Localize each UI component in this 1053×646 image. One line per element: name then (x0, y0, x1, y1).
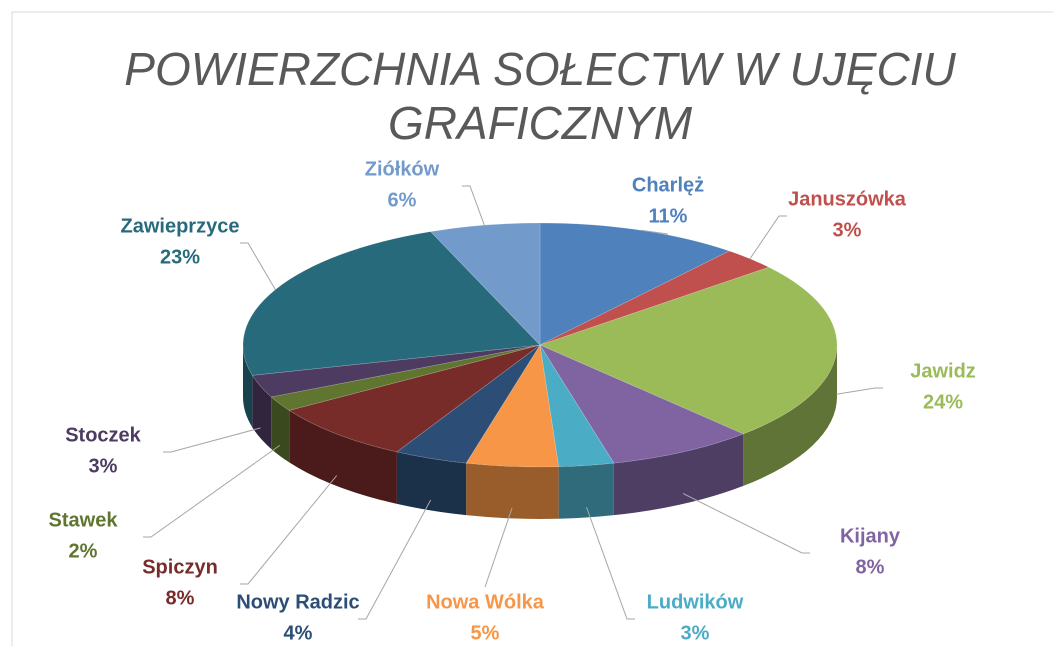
slice (539, 222, 731, 346)
leader-line (640, 229, 669, 235)
data-label-name: Jawidz (910, 360, 976, 382)
data-label-name: Spiczyn (142, 556, 218, 578)
data-label-value: 11% (649, 205, 688, 227)
leader-line (484, 507, 513, 588)
leader-line (462, 185, 485, 226)
chart-title: POWIERZCHNIA SOŁECTW W UJĘCIU GRAFICZNYM (124, 43, 956, 149)
data-label-value: 3% (89, 455, 118, 477)
data-label-name: Stawek (49, 509, 119, 531)
data-label-name: Zawieprzyce (121, 215, 240, 237)
data-label-value: 24% (923, 391, 963, 413)
slice-side (396, 451, 467, 516)
slice (270, 344, 541, 411)
data-label-name: Nowa Wólka (426, 591, 545, 613)
slice-side (466, 463, 559, 519)
leader-line (143, 444, 281, 538)
leader-line (358, 499, 432, 620)
leader-line (749, 215, 787, 260)
frame (11, 11, 1053, 646)
slice (288, 344, 541, 453)
slice-side (289, 410, 397, 504)
slice (539, 344, 745, 464)
slice-side (613, 433, 744, 516)
slice-side (243, 345, 253, 428)
slice (251, 344, 541, 398)
leader-line (240, 242, 276, 290)
data-label-name: Nowy Radzic (236, 591, 359, 613)
data-label-value: 8% (166, 587, 195, 609)
data-label-value: 3% (681, 622, 710, 644)
data-label-value: 3% (833, 219, 862, 241)
slice-side (252, 375, 272, 449)
slice-side (271, 396, 290, 463)
leader-line (836, 387, 883, 395)
slice (539, 344, 615, 468)
leader-line (682, 493, 810, 554)
data-label-name: Ludwików (647, 591, 744, 613)
slice (396, 344, 541, 464)
data-label-name: Ziółków (365, 158, 440, 180)
data-label-value: 5% (471, 622, 500, 644)
data-label-value: 23% (160, 246, 200, 268)
data-label-name: Charlęż (632, 174, 704, 196)
data-label-name: Kijany (840, 525, 901, 547)
leader-line (163, 427, 261, 453)
slice-side (743, 345, 837, 486)
data-label-value: 4% (284, 622, 313, 644)
leader-line (240, 475, 338, 585)
slice (465, 344, 559, 468)
data-label-value: 2% (69, 540, 98, 562)
leader-line (585, 506, 635, 620)
slice (539, 266, 838, 435)
data-label-name: Januszówka (788, 188, 907, 210)
data-label-value: 6% (388, 189, 417, 211)
data-label-name: Stoczek (65, 424, 141, 446)
data-label-value: 8% (856, 556, 885, 578)
slice-side (558, 463, 614, 519)
pie-tops (242, 222, 838, 468)
pie-sides (243, 345, 837, 519)
